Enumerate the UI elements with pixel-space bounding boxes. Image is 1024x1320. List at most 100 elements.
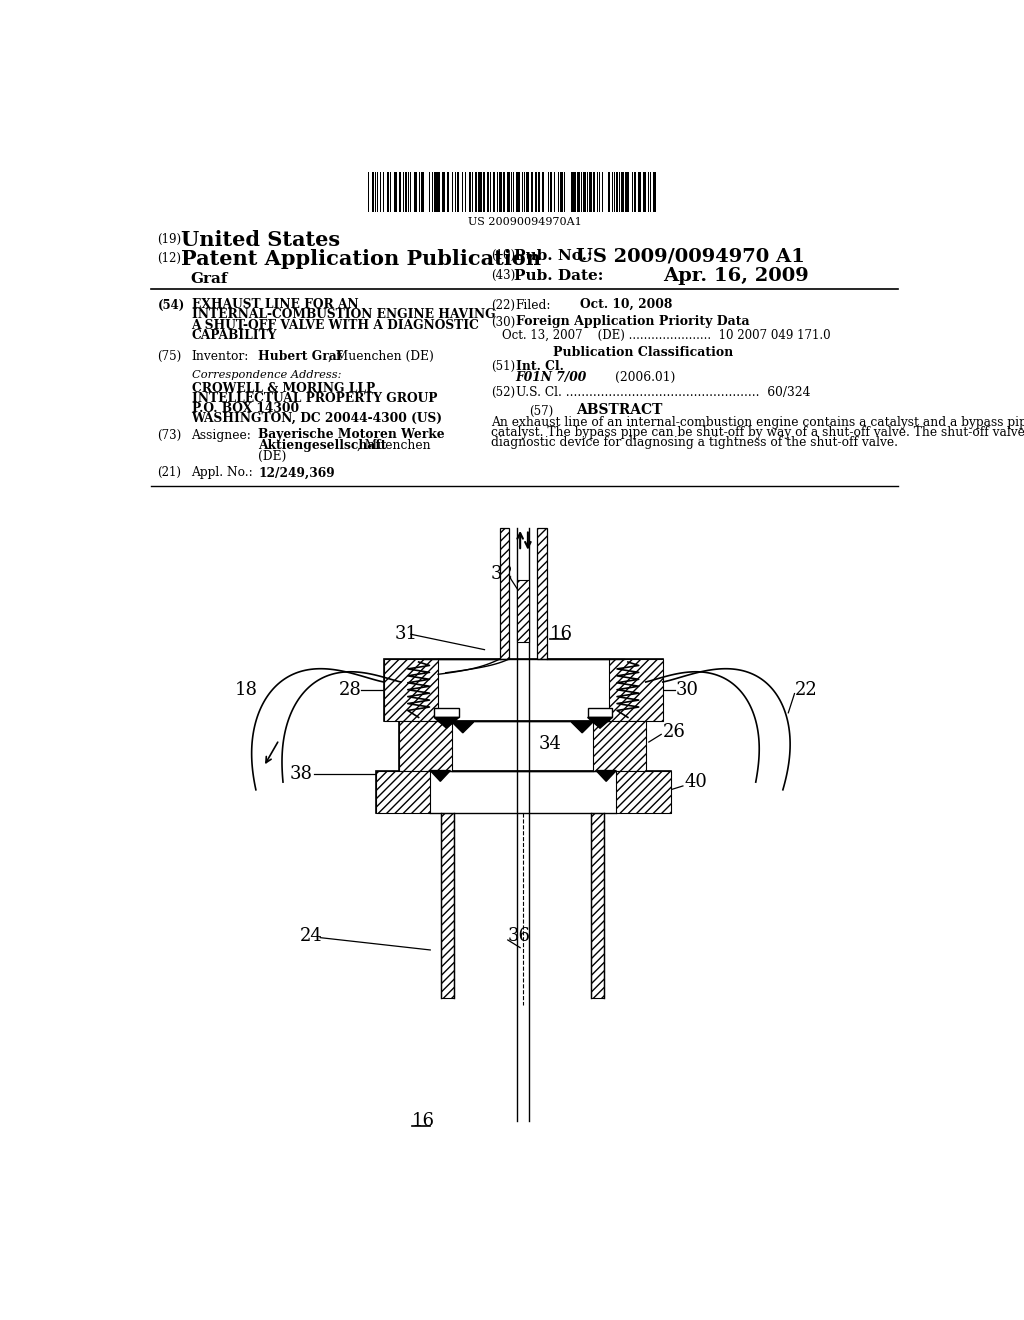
Polygon shape xyxy=(434,718,459,729)
Text: Apr. 16, 2009: Apr. 16, 2009 xyxy=(663,267,809,285)
Text: INTELLECTUAL PROPERTY GROUP: INTELLECTUAL PROPERTY GROUP xyxy=(191,392,437,405)
Bar xyxy=(563,172,565,213)
Bar xyxy=(507,172,509,213)
Bar xyxy=(442,172,445,213)
Bar xyxy=(579,172,580,213)
Text: EXHAUST LINE FOR AN: EXHAUST LINE FOR AN xyxy=(191,298,358,310)
Text: , Muenchen (DE): , Muenchen (DE) xyxy=(328,350,434,363)
Text: 31: 31 xyxy=(394,626,418,643)
Bar xyxy=(399,172,400,213)
Bar xyxy=(601,172,603,213)
Bar xyxy=(638,172,640,213)
Text: Oct. 10, 2008: Oct. 10, 2008 xyxy=(580,298,672,310)
Bar xyxy=(649,172,651,213)
Text: , Muenchen: , Muenchen xyxy=(356,438,430,451)
Text: Filed:: Filed: xyxy=(515,300,551,313)
Bar xyxy=(593,721,646,771)
Text: Int. Cl.: Int. Cl. xyxy=(515,360,563,374)
Bar xyxy=(570,172,573,213)
Text: Assignee:: Assignee: xyxy=(191,429,252,442)
Text: Appl. No.:: Appl. No.: xyxy=(191,466,253,479)
Polygon shape xyxy=(430,771,451,781)
Text: 38: 38 xyxy=(289,766,312,783)
Bar xyxy=(608,659,663,721)
Text: WASHINGTON, DC 20044-4300 (US): WASHINGTON, DC 20044-4300 (US) xyxy=(191,412,442,425)
Bar xyxy=(384,659,438,721)
Text: Foreign Application Priority Data: Foreign Application Priority Data xyxy=(515,314,750,327)
Bar xyxy=(430,771,616,813)
Bar xyxy=(583,172,586,213)
Bar xyxy=(399,721,646,771)
Bar xyxy=(384,659,663,721)
Bar xyxy=(593,172,595,213)
Text: catalyst. The bypass pipe can be shut-off by way of a shut-off valve. The shut-o: catalyst. The bypass pipe can be shut-of… xyxy=(490,426,1024,440)
Text: (54): (54) xyxy=(158,300,184,313)
Text: CAPABILITY: CAPABILITY xyxy=(191,329,278,342)
Bar xyxy=(376,771,671,813)
Text: 24: 24 xyxy=(300,927,323,945)
Bar xyxy=(614,172,615,213)
Bar xyxy=(441,813,454,998)
Text: Publication Classification: Publication Classification xyxy=(553,346,733,359)
Text: U.S. Cl. ..................................................  60/324: U.S. Cl. ...............................… xyxy=(515,387,810,400)
Bar xyxy=(436,172,439,213)
Bar xyxy=(387,172,389,213)
Bar xyxy=(483,172,485,213)
Bar xyxy=(376,771,430,813)
Text: (21): (21) xyxy=(158,466,181,479)
Bar xyxy=(452,721,593,771)
Text: (12): (12) xyxy=(158,252,181,265)
Text: Inventor:: Inventor: xyxy=(191,350,249,363)
Text: Hubert Graf: Hubert Graf xyxy=(258,350,342,363)
Text: 30: 30 xyxy=(675,681,698,698)
Text: INTERNAL-COMBUSTION ENGINE HAVING: INTERNAL-COMBUSTION ENGINE HAVING xyxy=(191,308,496,321)
Bar xyxy=(434,172,435,213)
Text: 26: 26 xyxy=(663,723,686,741)
Bar xyxy=(643,172,646,213)
Text: United States: United States xyxy=(180,230,340,249)
Text: Pub. Date:: Pub. Date: xyxy=(514,268,603,282)
Text: (51): (51) xyxy=(490,360,515,374)
Text: US 20090094970A1: US 20090094970A1 xyxy=(468,216,582,227)
Text: Aktiengesellschaft: Aktiengesellschaft xyxy=(258,438,387,451)
Text: CROWELL & MORING LLP: CROWELL & MORING LLP xyxy=(191,381,375,395)
Bar xyxy=(408,172,410,213)
Bar xyxy=(542,172,544,213)
Text: (43): (43) xyxy=(490,268,515,281)
Text: Pub. No.:: Pub. No.: xyxy=(514,249,593,263)
Text: Oct. 13, 2007    (DE) ......................  10 2007 049 171.0: Oct. 13, 2007 (DE) .....................… xyxy=(503,329,830,342)
Text: (73): (73) xyxy=(158,429,181,442)
Text: P.O. BOX 14300: P.O. BOX 14300 xyxy=(191,401,299,414)
Bar xyxy=(414,172,417,213)
Text: US 2009/0094970 A1: US 2009/0094970 A1 xyxy=(575,248,805,265)
Text: 16: 16 xyxy=(550,626,572,643)
Bar xyxy=(395,172,397,213)
Bar xyxy=(653,172,655,213)
Bar xyxy=(500,172,502,213)
Text: 40: 40 xyxy=(684,774,708,791)
Bar xyxy=(525,172,528,213)
Text: 34: 34 xyxy=(539,735,561,752)
Bar xyxy=(475,172,477,213)
Text: Correspondence Address:: Correspondence Address: xyxy=(191,370,341,380)
Bar xyxy=(421,172,423,213)
Text: A SHUT-OFF VALVE WITH A DIAGNOSTIC: A SHUT-OFF VALVE WITH A DIAGNOSTIC xyxy=(191,318,479,331)
Text: diagnostic device for diagnosing a tightness of the shut-off valve.: diagnostic device for diagnosing a tight… xyxy=(490,437,898,449)
Text: (10): (10) xyxy=(490,249,515,263)
Bar xyxy=(627,172,630,213)
Text: 28: 28 xyxy=(339,681,361,698)
Bar xyxy=(589,172,592,213)
Bar xyxy=(478,172,480,213)
Bar xyxy=(517,581,529,642)
Polygon shape xyxy=(596,771,616,781)
Bar xyxy=(588,708,612,718)
Bar xyxy=(531,172,532,213)
Text: (22): (22) xyxy=(490,300,515,313)
Text: 32: 32 xyxy=(490,565,514,583)
Bar xyxy=(515,172,518,213)
Bar xyxy=(489,172,492,213)
Bar xyxy=(621,172,624,213)
Bar xyxy=(634,172,636,213)
Bar xyxy=(372,172,374,213)
Text: (57): (57) xyxy=(529,405,554,418)
